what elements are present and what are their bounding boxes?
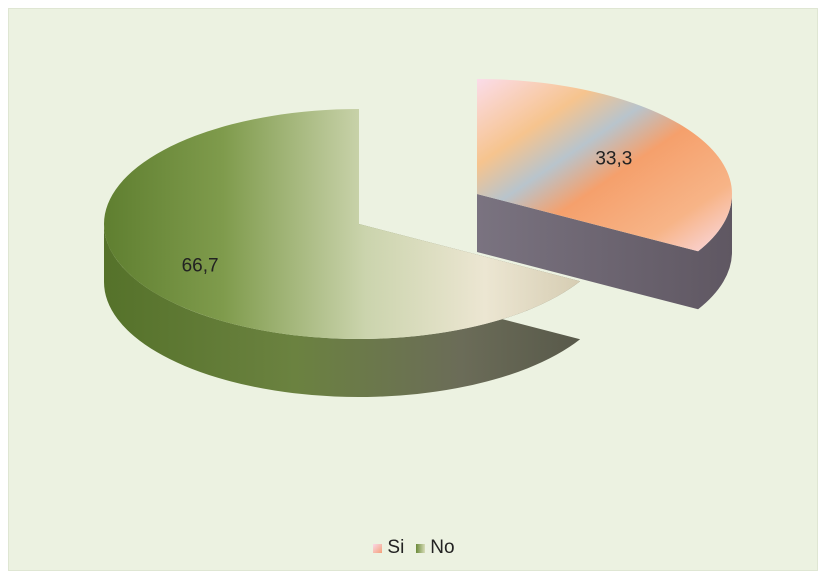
pie-side-si — [477, 79, 732, 310]
legend-label-si: Si — [387, 537, 405, 558]
legend: Si No — [9, 537, 819, 559]
legend-label-no: No — [430, 537, 455, 558]
data-label-si: 33,3 — [595, 148, 632, 169]
pie-side-walls — [104, 79, 732, 397]
chart-area: 33,3 66,7 Si No — [8, 8, 818, 571]
legend-item-si: Si — [373, 537, 404, 559]
pie-side-no — [104, 109, 581, 397]
legend-item-no: No — [416, 537, 455, 559]
pie-slice-si — [477, 79, 732, 252]
data-label-no: 66,7 — [182, 255, 219, 276]
pie-chart: 33,3 66,7 — [103, 79, 732, 397]
pie-slice-no — [103, 109, 581, 339]
pie-top-faces — [103, 79, 732, 339]
legend-swatch-no — [416, 543, 426, 553]
pie-data-labels: 33,3 66,7 — [182, 148, 633, 276]
legend-swatch-si — [373, 543, 383, 553]
